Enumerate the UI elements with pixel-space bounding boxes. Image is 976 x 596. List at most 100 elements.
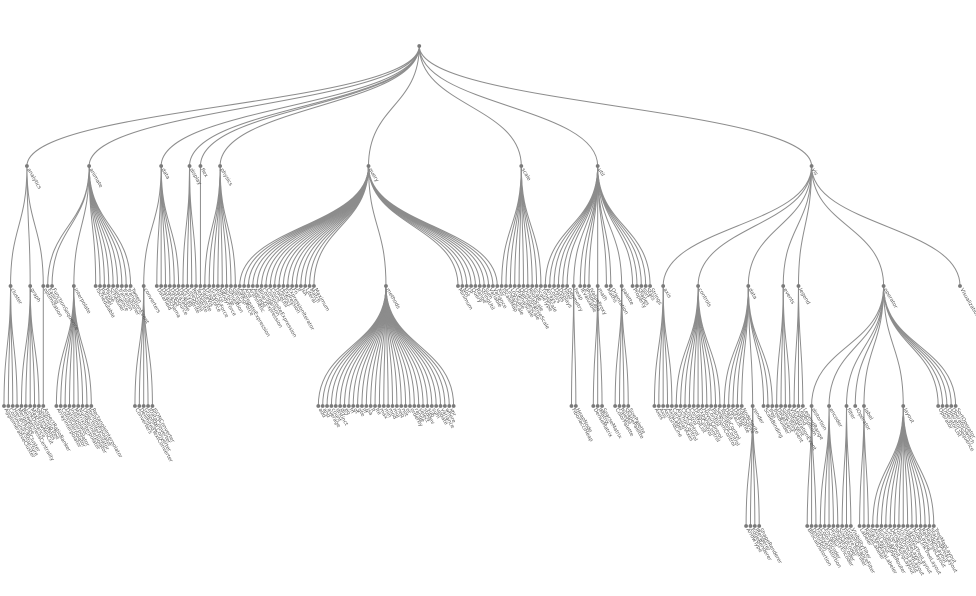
node-dot[interactable] bbox=[844, 404, 849, 408]
node-dot[interactable] bbox=[822, 524, 827, 528]
node-dot[interactable] bbox=[93, 284, 98, 288]
node-dot[interactable] bbox=[408, 404, 412, 408]
node-dot[interactable] bbox=[792, 404, 797, 408]
node-dot[interactable] bbox=[862, 524, 866, 528]
node-dot[interactable] bbox=[71, 404, 76, 408]
node-dot[interactable] bbox=[521, 284, 526, 288]
node-dot[interactable] bbox=[844, 524, 849, 528]
node-dot[interactable] bbox=[229, 284, 233, 288]
node-dot[interactable] bbox=[613, 404, 618, 408]
node-dot[interactable] bbox=[774, 404, 779, 408]
node-dot[interactable] bbox=[726, 404, 731, 408]
node-dot[interactable] bbox=[517, 284, 522, 288]
node-dot[interactable] bbox=[731, 404, 735, 408]
node-dot[interactable] bbox=[766, 404, 770, 408]
node-dot[interactable] bbox=[683, 404, 687, 408]
node-dot[interactable] bbox=[504, 284, 508, 288]
leaf-node-or[interactable]: Or bbox=[464, 284, 474, 296]
node-dot[interactable] bbox=[250, 284, 255, 288]
node-dot[interactable] bbox=[809, 404, 814, 408]
branch-node-flex[interactable]: flex bbox=[198, 164, 209, 179]
node-dot[interactable] bbox=[215, 284, 220, 288]
node-dot[interactable] bbox=[534, 284, 539, 288]
node-dot[interactable] bbox=[50, 284, 54, 288]
leaf-node-and[interactable]: And bbox=[242, 284, 253, 299]
node-dot[interactable] bbox=[264, 284, 268, 288]
node-dot[interactable] bbox=[429, 404, 434, 408]
node-dot[interactable] bbox=[648, 284, 652, 288]
node-dot[interactable] bbox=[508, 284, 513, 288]
node-dot[interactable] bbox=[23, 404, 28, 408]
node-dot[interactable] bbox=[582, 284, 587, 288]
node-dot[interactable] bbox=[194, 284, 198, 288]
branch-node-util[interactable]: util bbox=[595, 164, 606, 177]
leaf-node-sum[interactable]: Sum bbox=[482, 284, 494, 300]
node-dot[interactable] bbox=[259, 284, 264, 288]
leaf-node-stats[interactable]: Stats bbox=[643, 284, 656, 302]
node-dot[interactable] bbox=[495, 284, 500, 288]
node-dot[interactable] bbox=[373, 404, 377, 408]
node-dot[interactable] bbox=[914, 524, 919, 528]
node-dot[interactable] bbox=[560, 284, 565, 288]
node-dot[interactable] bbox=[761, 404, 766, 408]
node-dot[interactable] bbox=[818, 524, 823, 528]
node-dot[interactable] bbox=[303, 284, 308, 288]
node-dot[interactable] bbox=[473, 284, 478, 288]
node-dot[interactable] bbox=[290, 284, 295, 288]
node-dot[interactable] bbox=[246, 284, 251, 288]
node-dot[interactable] bbox=[953, 404, 958, 408]
node-dot[interactable] bbox=[556, 284, 561, 288]
leaf-node-lt[interactable]: lt bbox=[368, 404, 376, 413]
node-dot[interactable] bbox=[198, 164, 203, 168]
node-dot[interactable] bbox=[442, 404, 447, 408]
node-dot[interactable] bbox=[102, 284, 107, 288]
node-dot[interactable] bbox=[809, 524, 814, 528]
branch-node-scale[interactable]: scale bbox=[519, 164, 532, 182]
node-dot[interactable] bbox=[41, 284, 46, 288]
node-dot[interactable] bbox=[918, 524, 923, 528]
leaf-node-iff[interactable]: iff bbox=[360, 404, 368, 415]
node-dot[interactable] bbox=[456, 284, 460, 288]
node-dot[interactable] bbox=[37, 404, 41, 408]
node-dot[interactable] bbox=[255, 284, 260, 288]
node-dot[interactable] bbox=[76, 404, 81, 408]
node-dot[interactable] bbox=[619, 284, 624, 288]
branch-node-data[interactable]: data bbox=[746, 284, 758, 300]
node-dot[interactable] bbox=[298, 284, 303, 288]
node-dot[interactable] bbox=[329, 404, 334, 408]
node-dot[interactable] bbox=[569, 404, 574, 408]
leaf-node-data[interactable]: Data bbox=[722, 404, 734, 421]
node-dot[interactable] bbox=[220, 284, 225, 288]
node-dot[interactable] bbox=[167, 284, 172, 288]
leaf-node-lte[interactable]: lte bbox=[373, 404, 382, 416]
node-dot[interactable] bbox=[451, 404, 456, 408]
leaf-node-isa[interactable]: isa bbox=[364, 404, 374, 417]
node-dot[interactable] bbox=[403, 404, 408, 408]
node-dot[interactable] bbox=[181, 284, 185, 288]
leaf-node-sort[interactable]: Sort bbox=[639, 284, 650, 300]
node-dot[interactable] bbox=[709, 404, 714, 408]
node-dot[interactable] bbox=[41, 404, 46, 408]
node-dot[interactable] bbox=[901, 524, 906, 528]
node-dot[interactable] bbox=[779, 404, 783, 408]
node-dot[interactable] bbox=[172, 284, 177, 288]
leaf-node-and[interactable]: and bbox=[320, 404, 331, 419]
node-dot[interactable] bbox=[814, 524, 818, 528]
node-dot[interactable] bbox=[447, 404, 452, 408]
node-dot[interactable] bbox=[338, 404, 343, 408]
node-dot[interactable] bbox=[119, 284, 124, 288]
node-dot[interactable] bbox=[805, 524, 810, 528]
node-dot[interactable] bbox=[696, 284, 700, 288]
node-dot[interactable] bbox=[384, 284, 388, 288]
node-dot[interactable] bbox=[285, 284, 290, 288]
node-dot[interactable] bbox=[89, 404, 94, 408]
node-dot[interactable] bbox=[573, 404, 578, 408]
node-dot[interactable] bbox=[163, 284, 168, 288]
node-dot[interactable] bbox=[98, 284, 102, 288]
node-dot[interactable] bbox=[652, 404, 657, 408]
node-dot[interactable] bbox=[499, 284, 504, 288]
leaf-node-not[interactable]: not bbox=[399, 404, 409, 418]
node-dot[interactable] bbox=[111, 284, 116, 288]
node-dot[interactable] bbox=[377, 404, 382, 408]
node-dot[interactable] bbox=[146, 404, 150, 408]
